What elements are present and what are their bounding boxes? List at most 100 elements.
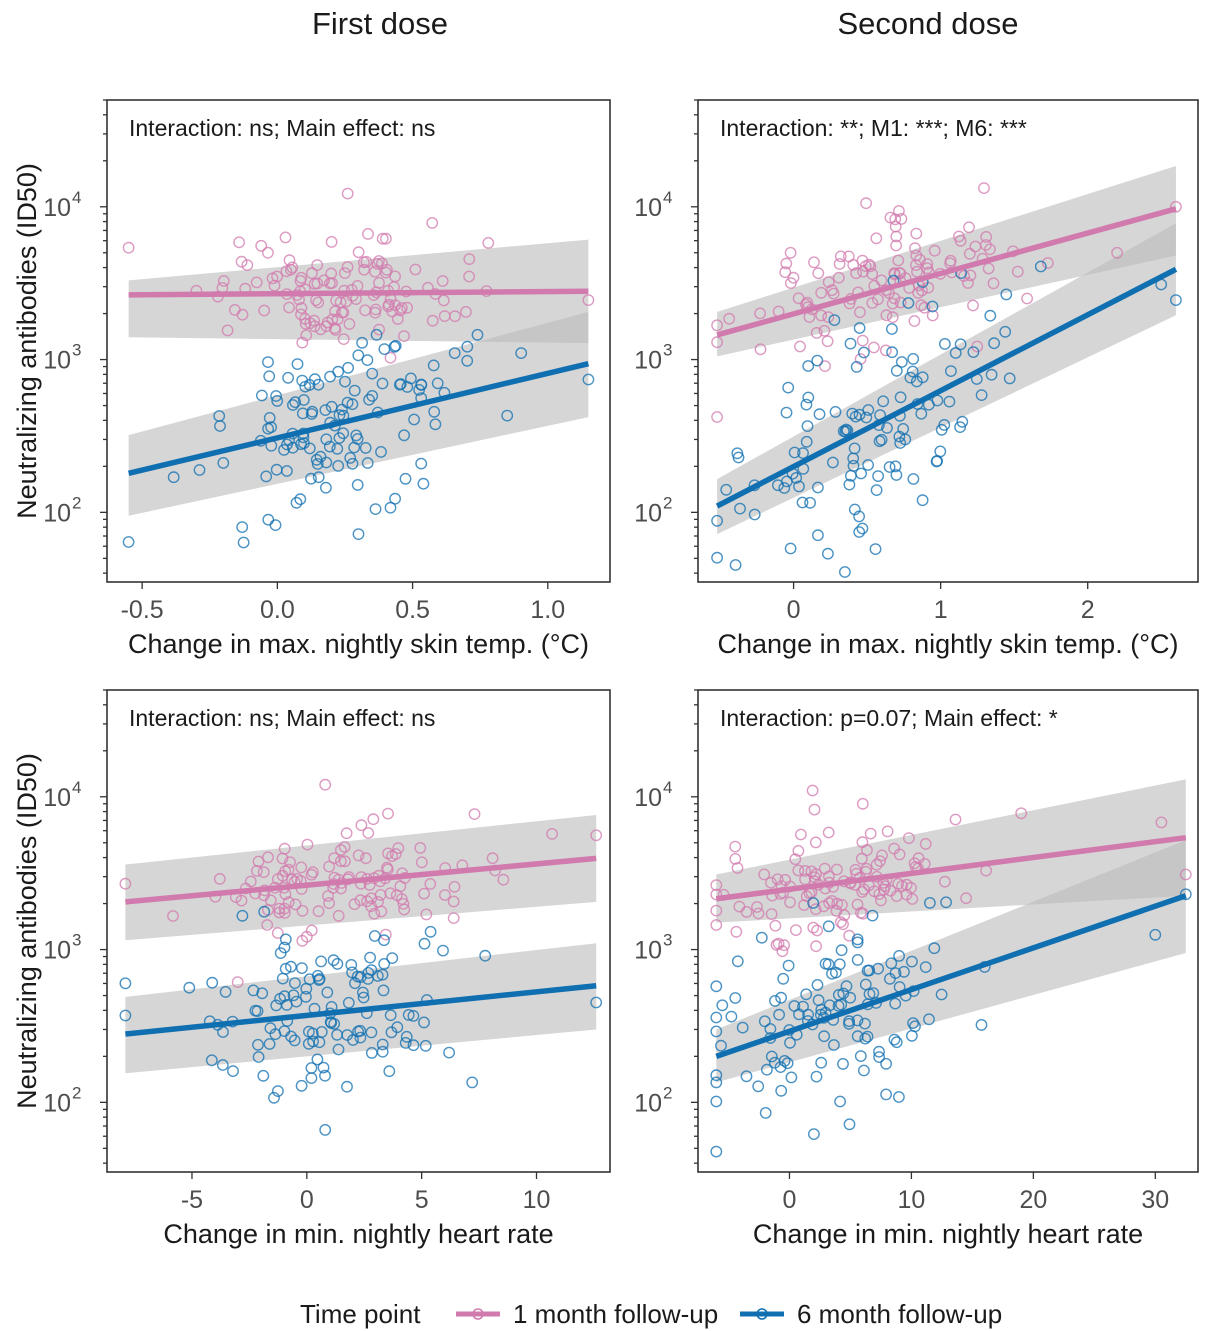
- data-point-month6: [205, 1054, 218, 1067]
- data-point-month6: [227, 1065, 239, 1078]
- data-point-month1: [314, 323, 327, 336]
- data-point-month1: [217, 275, 230, 287]
- data-point-month1: [926, 309, 939, 322]
- data-point-month1: [826, 895, 838, 907]
- data-point-month6: [954, 338, 967, 351]
- data-point-month1: [279, 231, 292, 244]
- data-point-month1: [1179, 868, 1192, 881]
- data-point-month6: [880, 1088, 892, 1101]
- data-point-month6: [740, 1070, 753, 1083]
- data-point-month6: [262, 356, 274, 368]
- data-point-month1: [213, 873, 226, 885]
- data-point-month6: [710, 980, 723, 993]
- data-point-month6: [812, 481, 824, 494]
- data-point-month6: [928, 942, 941, 955]
- data-point-month1: [369, 306, 382, 319]
- data-point-month1: [860, 197, 872, 210]
- data-point-month1: [799, 865, 811, 877]
- data-point-month1: [888, 267, 901, 279]
- data-point-month1: [878, 883, 890, 896]
- data-point-month1: [787, 271, 800, 284]
- data-point-month6: [282, 371, 294, 384]
- data-point-month1: [805, 865, 818, 878]
- data-point-month1: [819, 360, 831, 372]
- data-point-month6: [893, 950, 905, 962]
- data-point-month6: [788, 446, 801, 459]
- data-point-month1: [790, 924, 802, 936]
- data-point-month1: [910, 249, 923, 262]
- data-point-month6: [415, 457, 428, 470]
- y-tick-label: 10: [43, 784, 71, 812]
- y-tick-label: 10: [634, 937, 662, 965]
- data-point-month6: [890, 1036, 903, 1049]
- data-point-month6: [285, 1030, 297, 1043]
- y-tick-label: 10: [43, 1089, 71, 1117]
- data-point-month6: [295, 438, 307, 451]
- data-point-month1: [391, 313, 404, 325]
- data-point-month1: [305, 924, 318, 937]
- column-title-second-dose: Second dose: [838, 6, 1019, 41]
- data-point-month6: [258, 905, 271, 918]
- data-point-month1: [392, 842, 405, 854]
- data-point-month6: [828, 1039, 840, 1051]
- data-point-month1: [710, 919, 723, 931]
- data-point-month6: [844, 337, 857, 350]
- data-point-month6: [289, 396, 302, 409]
- data-point-month6: [448, 347, 461, 359]
- data-point-month6: [328, 1018, 341, 1030]
- data-point-month1: [401, 301, 413, 314]
- data-point-month6: [274, 992, 286, 1005]
- data-point-month6: [940, 896, 952, 909]
- data-point-month6: [274, 947, 287, 959]
- data-point-month6: [314, 450, 327, 463]
- x-tick-label: 5: [415, 1186, 429, 1214]
- data-point-month6: [471, 328, 484, 341]
- data-point-month6: [872, 962, 884, 975]
- data-point-month1: [381, 863, 394, 876]
- data-point-month1: [268, 279, 281, 292]
- data-point-month6: [734, 502, 746, 515]
- data-point-month6: [352, 349, 365, 362]
- data-point-month1: [359, 852, 372, 865]
- data-point-month6: [391, 1021, 404, 1034]
- data-point-month6: [897, 422, 910, 435]
- data-point-month1: [1155, 816, 1168, 829]
- data-point-month6: [350, 429, 363, 442]
- data-point-month1: [420, 908, 433, 921]
- panel-annotation: Interaction: p=0.07; Main effect: *: [720, 705, 1058, 731]
- data-point-month6: [295, 1079, 308, 1092]
- data-point-month6: [885, 957, 898, 970]
- data-point-month1: [980, 230, 993, 243]
- x-tick-label: 30: [1141, 1186, 1169, 1214]
- data-point-month6: [249, 1004, 262, 1017]
- data-point-month6: [297, 394, 310, 406]
- data-point-month6: [835, 944, 848, 957]
- data-point-month6: [370, 328, 383, 341]
- data-point-month6: [354, 1031, 367, 1044]
- data-point-month1: [856, 797, 869, 810]
- data-point-month1: [296, 904, 309, 917]
- data-point-month6: [590, 996, 603, 1009]
- panel-frame: [697, 99, 1199, 583]
- data-point-month6: [902, 297, 915, 309]
- data-point-month6: [255, 389, 268, 402]
- data-point-month1: [911, 265, 923, 278]
- data-point-month1: [258, 304, 271, 317]
- data-point-month1: [893, 205, 905, 217]
- data-point-month6: [729, 992, 742, 1004]
- data-point-month1: [295, 302, 308, 314]
- data-point-month6: [711, 514, 723, 527]
- data-point-month6: [935, 988, 948, 1001]
- data-point-month6: [923, 1013, 935, 1026]
- y-tick-label: 10: [634, 784, 662, 812]
- data-point-month6: [843, 478, 856, 491]
- data-point-month6: [216, 1059, 229, 1071]
- x-tick-label: 0.0: [260, 596, 295, 624]
- data-point-month6: [1149, 928, 1162, 941]
- data-point-month1: [779, 266, 792, 279]
- panel-frame: [697, 689, 1199, 1173]
- data-point-month1: [784, 896, 796, 909]
- data-point-month6: [710, 1025, 723, 1038]
- data-point-month1: [341, 261, 354, 273]
- data-point-month6: [1003, 372, 1016, 385]
